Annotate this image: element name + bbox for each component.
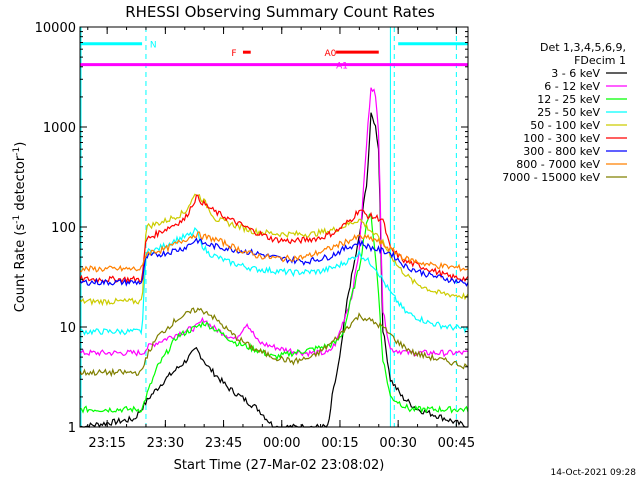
series-line-6: [79, 237, 469, 287]
x-tick-label-5: 00:30: [379, 436, 416, 451]
x-tick-label-0: 23:15: [88, 436, 125, 451]
legend-label-8: 7000 - 15000 keV: [502, 171, 600, 184]
flag-label-1: F: [231, 49, 236, 59]
x-tick-label-3: 00:00: [263, 436, 300, 451]
y-tick-label-4: 10000: [35, 21, 76, 36]
x-tick-label-4: 00:15: [321, 436, 358, 451]
y-axis-label-mid: detector: [13, 155, 28, 215]
x-tick-label-2: 23:45: [205, 436, 242, 451]
chart-title: RHESSI Observing Summary Count Rates: [125, 3, 435, 21]
series-line-7: [79, 231, 469, 273]
y-tick-label-2: 100: [51, 221, 76, 236]
y-axis-label-end: ): [13, 142, 28, 147]
legend-label-7: 800 - 7000 keV: [516, 158, 600, 171]
flag-label-2: A0: [324, 49, 336, 59]
x-tick-label-1: 23:30: [147, 436, 184, 451]
series-line-3: [79, 226, 469, 336]
footer-timestamp: 14-Oct-2021 09:28: [551, 468, 637, 478]
plot-frame: [79, 26, 469, 428]
legend-label-0: 3 - 6 keV: [551, 67, 600, 80]
series-line-2: [79, 213, 469, 414]
y-axis-label-main: Count Rate (s: [13, 224, 28, 313]
legend-label-6: 300 - 800 keV: [523, 145, 600, 158]
flag-label-0: N: [150, 41, 157, 51]
series-line-4: [79, 193, 469, 307]
series-line-1: [79, 87, 469, 358]
y-axis-label: Count Rate (s-1 detector-1): [12, 142, 28, 313]
legend-label-3: 25 - 50 keV: [537, 106, 600, 119]
legend-title-0: Det 1,3,4,5,6,9,: [540, 41, 626, 54]
legend-label-5: 100 - 300 keV: [523, 132, 600, 145]
y-axis-label-sup2: -1: [12, 147, 22, 156]
series-line-5: [79, 194, 469, 284]
y-tick-label-1: 10: [59, 321, 76, 336]
legend-label-4: 50 - 100 keV: [530, 119, 600, 132]
legend-label-2: 12 - 25 keV: [537, 93, 600, 106]
series-line-8: [79, 307, 469, 378]
legend-label-1: 6 - 12 keV: [544, 80, 600, 93]
y-tick-label-0: 1: [68, 421, 76, 436]
flag-label-3: A1: [336, 62, 348, 72]
y-axis-label-sup1: -1: [12, 215, 22, 224]
x-tick-label-6: 00:45: [438, 436, 475, 451]
y-tick-label-3: 1000: [43, 121, 76, 136]
legend-title-1: FDecim 1: [574, 54, 626, 67]
x-axis-label: Start Time (27-Mar-02 23:08:02): [174, 458, 385, 473]
